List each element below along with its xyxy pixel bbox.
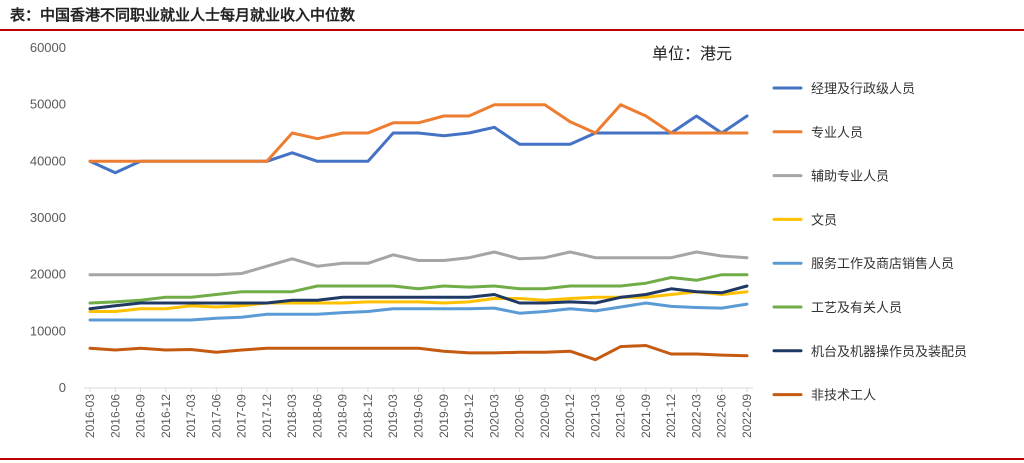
y-tick-label: 0 — [59, 380, 66, 395]
x-tick-label: 2017-03 — [184, 394, 198, 438]
y-tick-label: 50000 — [30, 97, 66, 112]
series-line-3 — [88, 250, 749, 277]
y-axis: 60000 50000 40000 30000 20000 10000 0 — [30, 40, 66, 395]
y-tick-label: 30000 — [30, 210, 66, 225]
x-tick-label: 2018-03 — [285, 394, 299, 438]
x-tick-label: 2019-06 — [412, 394, 426, 438]
x-tick-label: 2022-03 — [689, 394, 703, 438]
series-line-7 — [88, 284, 749, 311]
legend-label: 工艺及有关人员 — [811, 301, 902, 316]
series-line-4 — [88, 290, 749, 313]
x-tick-label: 2020-06 — [513, 394, 527, 438]
x-tick-label: 2021-06 — [614, 394, 628, 438]
chart-title: 表：中国香港不同职业就业人士每月就业收入中位数 — [10, 6, 356, 24]
x-tick-label: 2016-06 — [108, 394, 122, 438]
x-tick-label: 2020-12 — [563, 394, 577, 438]
x-tick-label: 2017-06 — [209, 394, 223, 438]
series-line-5 — [88, 301, 749, 322]
x-tick-label: 2019-12 — [462, 394, 476, 438]
y-tick-label: 10000 — [30, 323, 66, 338]
legend-label: 服务工作及商店销售人员 — [811, 256, 954, 272]
x-tick-label: 2020-09 — [538, 394, 552, 438]
x-axis: 2016-03 2016-06 2016-09 2016-12 2017-03 2017-… — [83, 387, 754, 438]
legend-label: 经理及行政级人员 — [811, 82, 915, 97]
x-tick-label: 2019-09 — [437, 394, 451, 438]
legend: 经理及行政级人员专业人员辅助专业人员文员服务工作及商店销售人员工艺及有关人员机台… — [772, 82, 967, 404]
x-tick-label: 2016-09 — [134, 394, 148, 438]
x-tick-label: 2016-03 — [83, 394, 97, 438]
unit-label: 单位：港元 — [652, 44, 733, 63]
x-tick-label: 2021-12 — [664, 394, 678, 438]
legend-label: 机台及机器操作员及装配员 — [811, 344, 967, 360]
x-tick-label: 2016-12 — [159, 394, 173, 438]
legend-label: 辅助专业人员 — [811, 170, 889, 185]
x-tick-label: 2022-06 — [715, 394, 729, 438]
x-tick-label: 2021-03 — [588, 394, 602, 438]
y-tick-label: 60000 — [30, 40, 66, 55]
x-tick-label: 2017-09 — [235, 394, 249, 438]
x-tick-label: 2018-06 — [310, 394, 324, 438]
y-tick-label: 20000 — [30, 267, 66, 282]
x-tick-label: 2022-09 — [740, 394, 754, 438]
series-line-8 — [88, 344, 749, 362]
series-line-6 — [88, 273, 749, 305]
series-layer — [88, 103, 749, 362]
y-tick-label: 40000 — [30, 153, 66, 168]
x-tick-label: 2018-12 — [361, 394, 375, 438]
x-tick-label: 2020-03 — [487, 394, 501, 438]
series-line-1 — [88, 114, 749, 175]
x-tick-label: 2021-09 — [639, 394, 653, 438]
legend-label: 专业人员 — [811, 126, 863, 141]
x-tick-label: 2018-09 — [336, 394, 350, 438]
series-line-2 — [88, 103, 749, 163]
legend-label: 文员 — [811, 213, 837, 228]
x-tick-label: 2019-03 — [386, 394, 400, 438]
x-tick-label: 2017-12 — [260, 394, 274, 438]
legend-label: 非技术工人 — [811, 389, 876, 404]
